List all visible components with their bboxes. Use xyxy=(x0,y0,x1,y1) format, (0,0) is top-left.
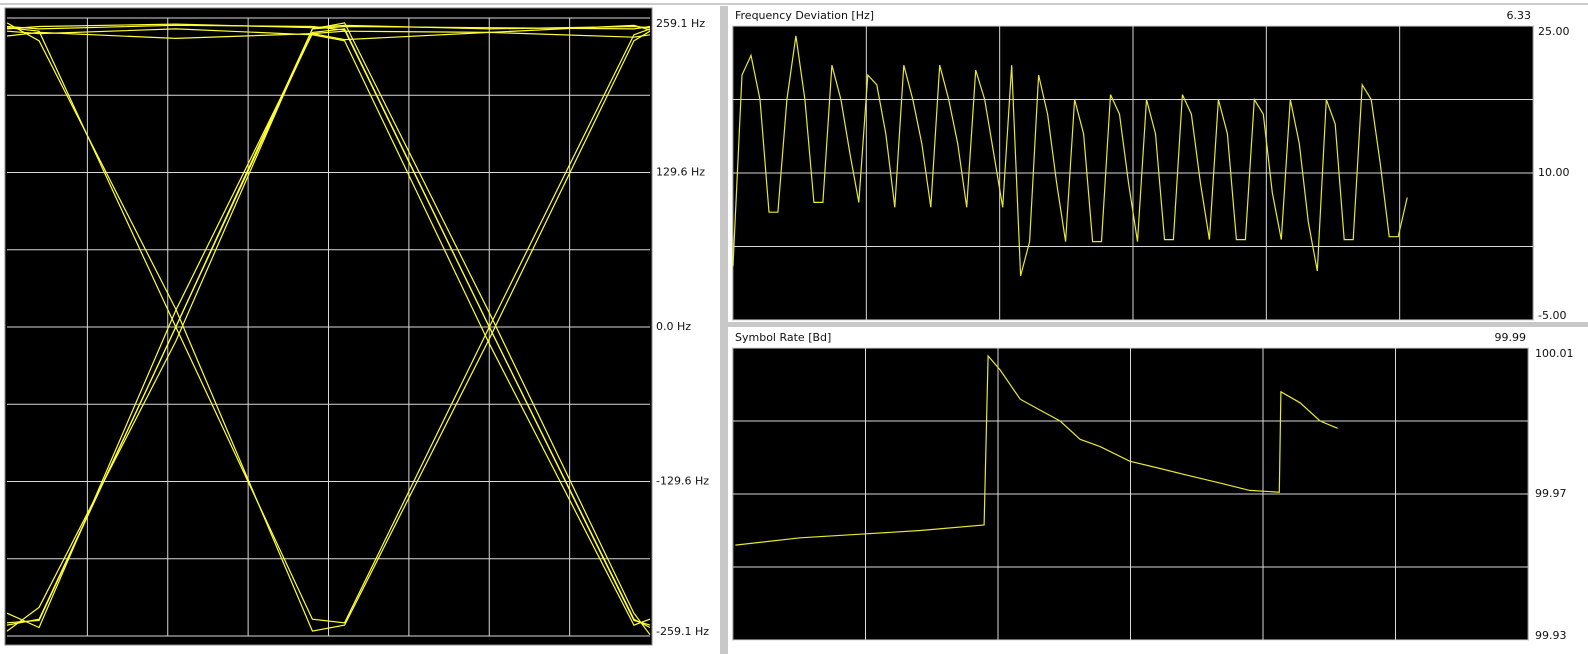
y-tick-label: 99.93 xyxy=(1535,629,1567,642)
trace xyxy=(735,354,1338,546)
panel-title: Symbol Rate [Bd] xyxy=(735,331,831,344)
trace xyxy=(732,35,1408,277)
y-tick-label: 259.1 Hz xyxy=(656,17,705,30)
y-tick-label: -5.00 xyxy=(1538,309,1566,322)
y-tick-label: 10.00 xyxy=(1538,166,1570,179)
trace xyxy=(6,22,651,632)
splitter[interactable] xyxy=(720,6,728,654)
y-tick-label: 100.01 xyxy=(1535,347,1574,360)
trace xyxy=(6,28,651,626)
readout: 99.99 xyxy=(1495,331,1527,344)
y-tick-label: 129.6 Hz xyxy=(656,165,705,178)
trace xyxy=(6,27,651,624)
y-tick-label: -259.1 Hz xyxy=(656,625,709,638)
y-tick-label: -129.6 Hz xyxy=(656,475,709,488)
splitter[interactable] xyxy=(728,322,1588,327)
trace xyxy=(6,24,651,629)
trace xyxy=(6,25,651,624)
trace xyxy=(6,22,651,636)
y-tick-label: 0.0 Hz xyxy=(656,320,691,333)
y-tick-label: 25.00 xyxy=(1538,25,1570,38)
y-tick-label: 99.97 xyxy=(1535,487,1567,500)
readout: 6.33 xyxy=(1507,9,1532,22)
panel-title: Frequency Deviation [Hz] xyxy=(735,9,874,22)
